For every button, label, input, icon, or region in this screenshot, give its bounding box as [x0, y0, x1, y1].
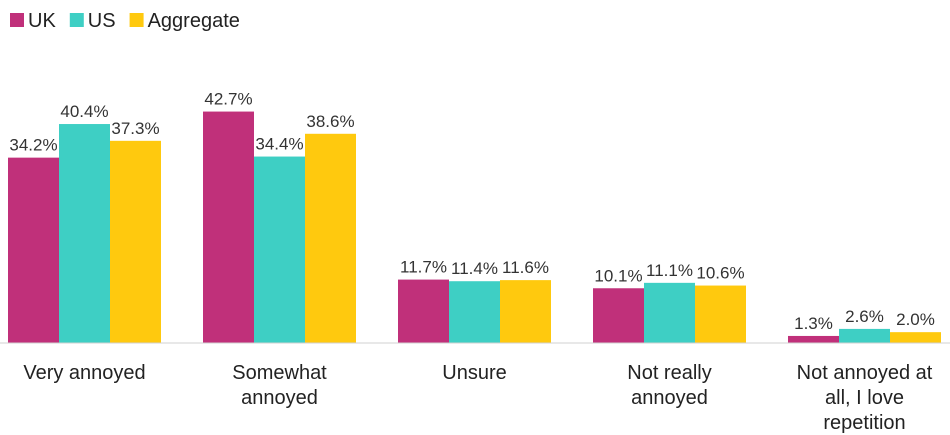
value-label-1-1: 34.4%	[255, 135, 303, 154]
value-label-2-2: 11.6%	[502, 258, 549, 277]
bar-1-0	[203, 111, 254, 343]
category-label-4-line-0: Not annoyed at	[797, 362, 933, 384]
bar-0-1	[59, 124, 110, 343]
bar-0-2	[110, 140, 161, 343]
bar-1-1	[254, 156, 305, 343]
bar-3-1	[644, 282, 695, 343]
value-label-4-2: 2.0%	[896, 310, 935, 329]
value-label-0-1: 40.4%	[60, 102, 108, 121]
category-label-1-line-0: Somewhat	[232, 362, 327, 384]
legend-label-0: UK	[28, 10, 56, 32]
bar-3-0	[593, 288, 644, 343]
legend-label-2: Aggregate	[148, 10, 240, 32]
legend-swatch-2	[129, 13, 144, 27]
category-label-3-line-1: annoyed	[631, 387, 708, 409]
category-labels: Very annoyed Somewhat annoyed Unsure Not rea…	[23, 362, 932, 434]
category-label-4-line-1: all, I love	[825, 387, 904, 409]
legend-swatch-0	[10, 13, 24, 27]
bar-2-2	[500, 280, 551, 343]
bar-4-1	[839, 328, 890, 343]
bar-4-0	[788, 335, 839, 343]
value-labels: 34.2%40.4%37.3% 42.7% 34.4%38.6% 11.7% 11.4%…	[9, 90, 934, 333]
legend: UK US Aggregate	[10, 10, 240, 32]
value-label-0-2: 37.3%	[111, 119, 159, 138]
legend-swatch-1	[69, 13, 84, 27]
value-label-2-0: 11.7%	[400, 258, 447, 277]
legend-label-1: US	[88, 10, 116, 32]
category-label-2-line-0: Unsure	[442, 362, 506, 384]
value-label-4-0: 1.3%	[794, 314, 833, 333]
value-label-3-0: 10.1%	[594, 266, 642, 285]
category-label-0-line-0: Very annoyed	[23, 362, 145, 384]
value-label-3-1: 11.1%	[646, 261, 693, 280]
bar-4-2	[890, 332, 941, 343]
category-label-3-line-0: Not really	[627, 362, 711, 384]
value-label-2-1: 11.4%	[451, 259, 498, 278]
bar-2-0	[398, 279, 449, 343]
value-label-0-0: 34.2%	[9, 136, 57, 155]
bar-0-0	[8, 157, 59, 343]
value-label-4-1: 2.6%	[845, 307, 884, 326]
bar-2-1	[449, 281, 500, 343]
value-label-1-0: 42.7%	[204, 90, 252, 109]
category-label-1-line-1: annoyed	[241, 387, 318, 409]
category-label-4-line-2: repetition	[823, 412, 905, 434]
value-label-3-2: 10.6%	[696, 264, 744, 283]
bars	[8, 111, 941, 343]
bar-1-2	[305, 133, 356, 343]
bar-3-2	[695, 285, 746, 343]
value-label-1-2: 38.6%	[306, 112, 354, 131]
